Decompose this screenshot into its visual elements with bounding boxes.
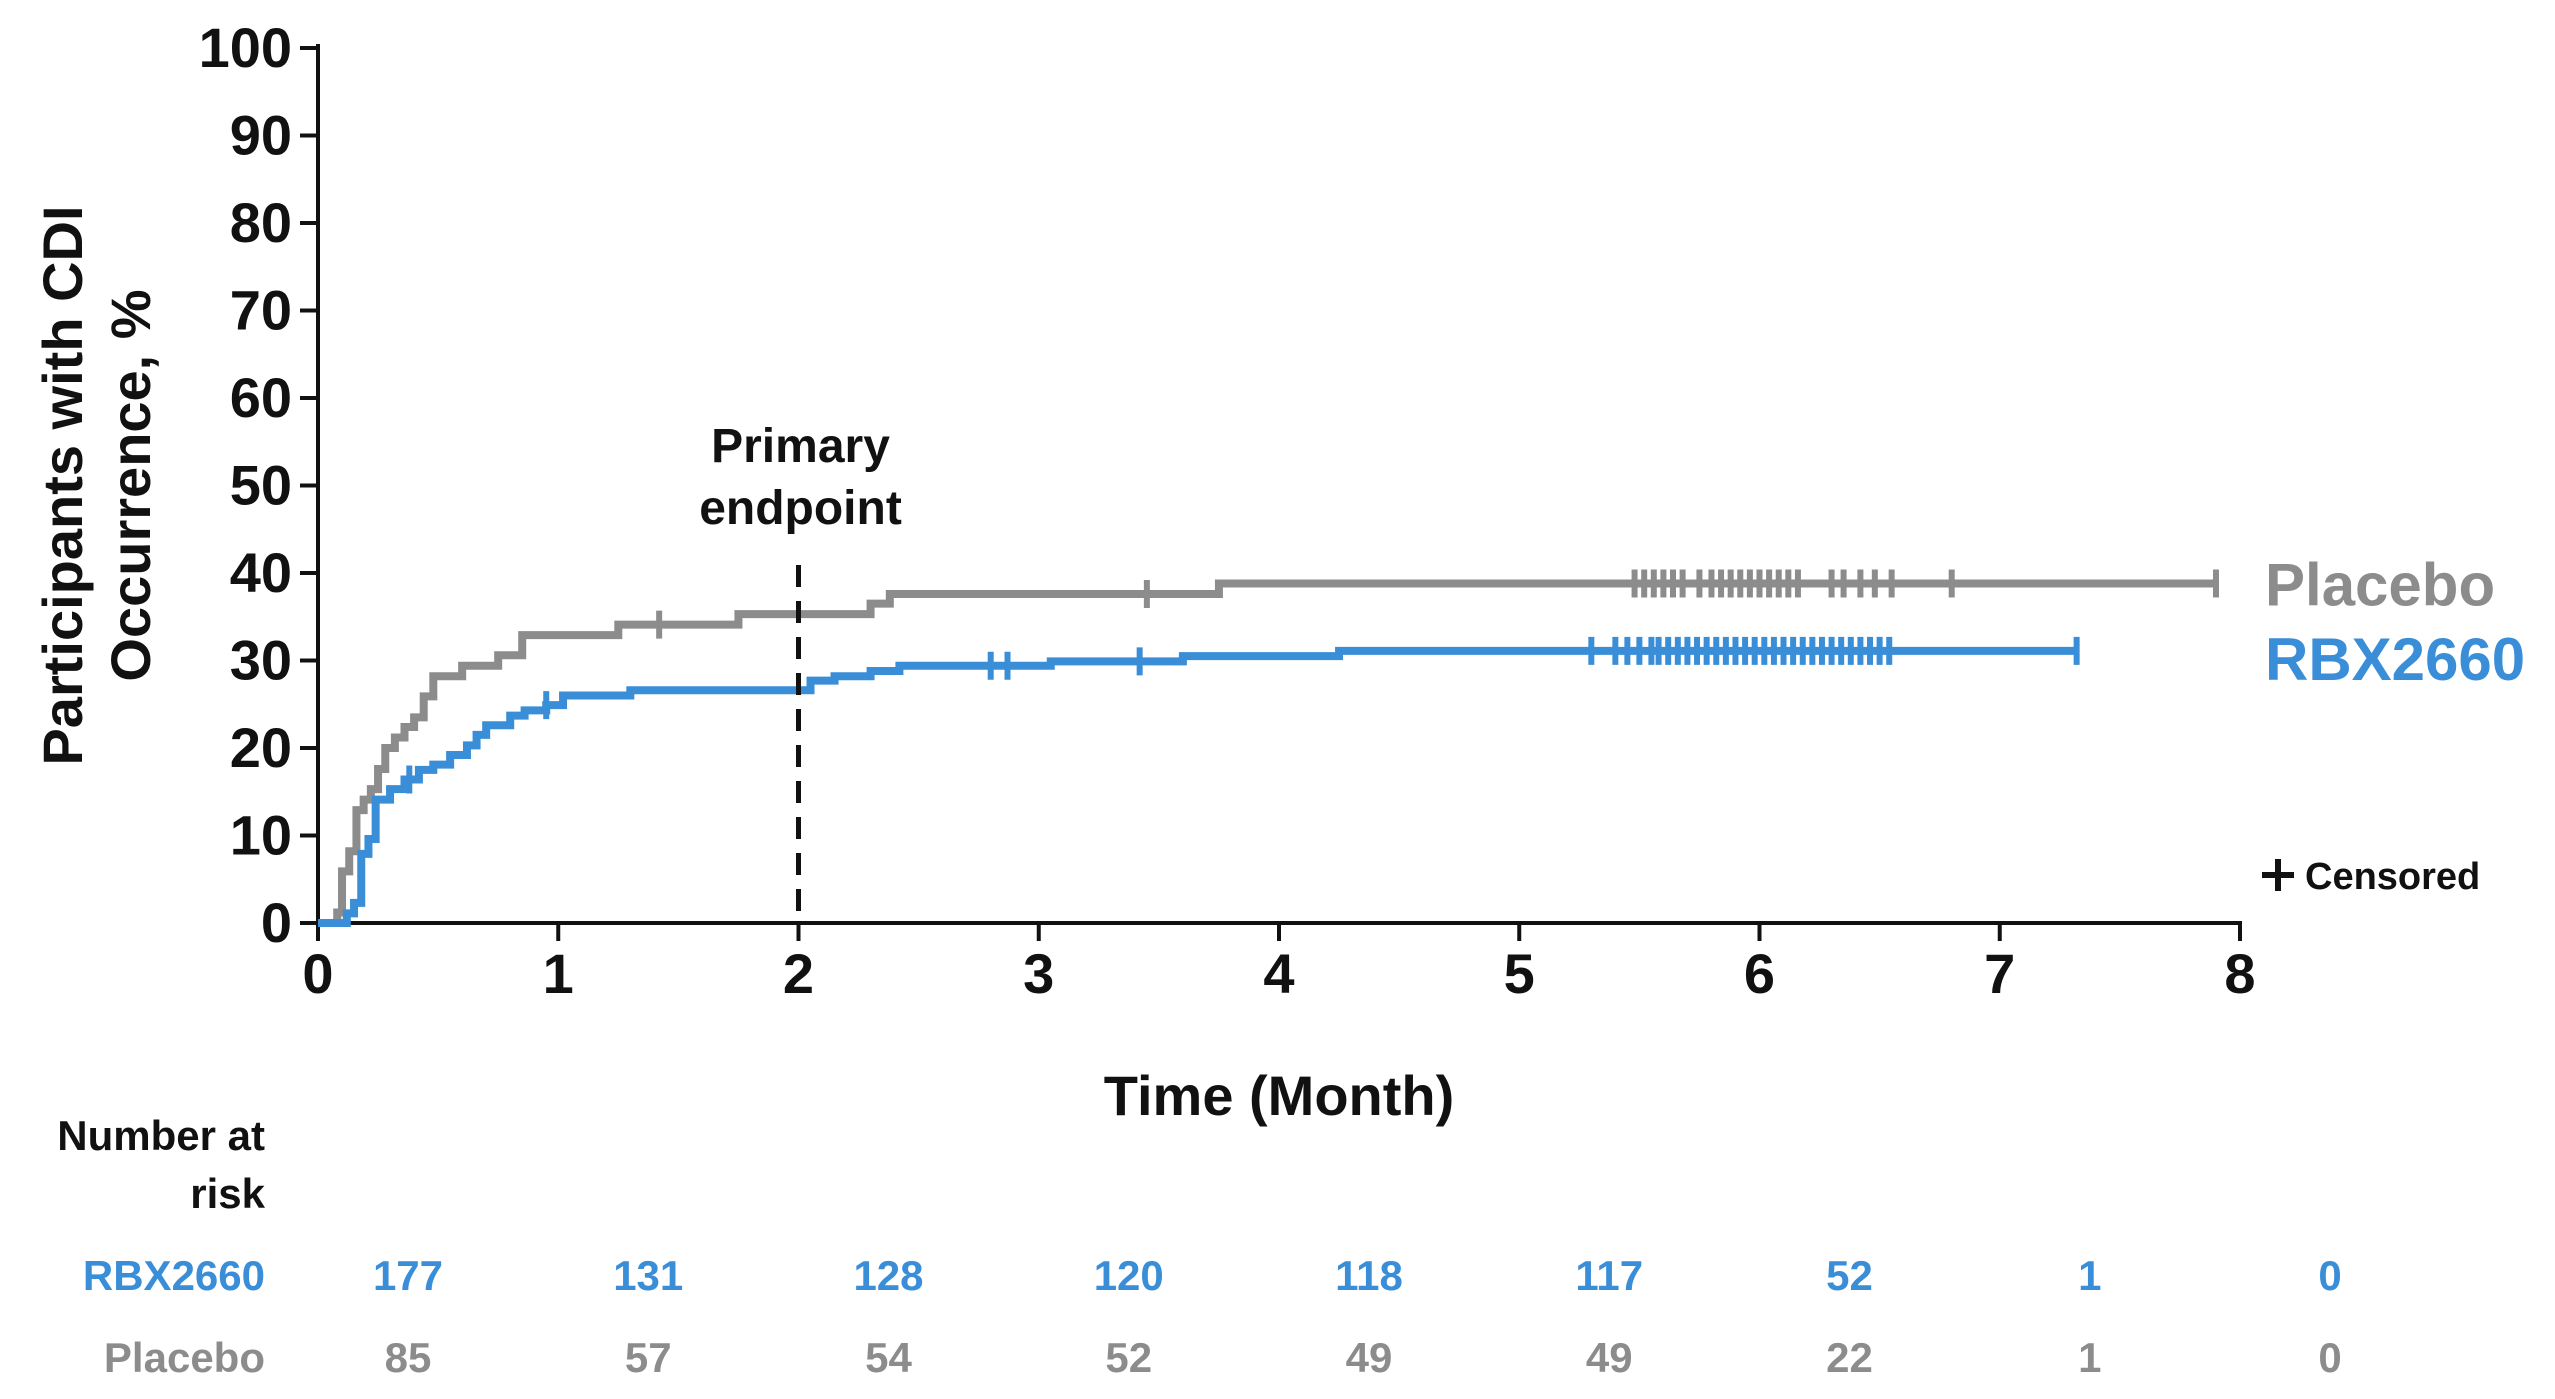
x-axis-title: Time (Month): [1104, 1064, 1454, 1127]
series-label-rbx2660: RBX2660: [2265, 626, 2525, 693]
y-tick-label: 30: [230, 629, 292, 692]
y-tick-label: 80: [230, 191, 292, 254]
x-tick-label: 7: [1984, 942, 2015, 1005]
series-line-placebo: [318, 579, 2216, 927]
series-layer: [318, 569, 2219, 927]
x-tick-label: 8: [2224, 942, 2255, 1005]
risk-value: 54: [865, 1334, 912, 1381]
risk-value: 57: [625, 1334, 672, 1381]
y-tick-label: 60: [230, 366, 292, 429]
risk-value: 177: [373, 1252, 443, 1299]
risk-value: 85: [385, 1334, 432, 1381]
risk-value: 118: [1335, 1252, 1403, 1299]
risk-value: 49: [1346, 1334, 1393, 1381]
risk-value: 117: [1575, 1252, 1643, 1299]
y-tick-label: 0: [261, 891, 292, 954]
series-line-rbx2660: [318, 646, 2077, 927]
primary-endpoint-label: Primary endpoint: [699, 420, 902, 535]
risk-value: 0: [2318, 1252, 2341, 1299]
x-tick-label: 0: [302, 942, 333, 1005]
y-tick-label: 90: [230, 104, 292, 167]
series-placebo: [318, 569, 2219, 927]
x-tick-label: 1: [543, 942, 574, 1005]
y-axis-title: Participants with CDIOccurrence, %: [31, 205, 162, 765]
risk-row-label-placebo: Placebo: [104, 1334, 265, 1381]
y-tick-label: 50: [230, 454, 292, 517]
series-label-placebo: Placebo: [2265, 552, 2495, 619]
x-tick-label: 4: [1263, 942, 1294, 1005]
y-tick-label: 100: [199, 16, 292, 79]
x-tick-label: 3: [1023, 942, 1054, 1005]
x-tick-label: 2: [783, 942, 814, 1005]
risk-value: 128: [853, 1252, 923, 1299]
risk-value: 22: [1826, 1334, 1873, 1381]
risk-row-label-rbx2660: RBX2660: [83, 1252, 265, 1299]
risk-value: 120: [1094, 1252, 1164, 1299]
risk-value: 1: [2078, 1252, 2101, 1299]
risk-value: 52: [1105, 1334, 1152, 1381]
risk-value: 49: [1586, 1334, 1633, 1381]
y-tick-label: 10: [230, 804, 292, 867]
risk-table-heading: Number at risk: [57, 1112, 265, 1217]
axes: 0 10 20 30 40 50 60 70 80 90 100 0 1 2 3 4 5 6 7 8 Time (Mon…: [31, 16, 2256, 1127]
x-tick-label: 6: [1744, 942, 1775, 1005]
y-tick-label: 70: [230, 279, 292, 342]
labels-layer: Primary endpoint Placebo RBX2660 Censored: [699, 420, 2525, 923]
risk-value: 131: [613, 1252, 683, 1299]
censored-legend-label: Censored: [2305, 856, 2480, 898]
y-tick-label: 40: [230, 541, 292, 604]
x-tick-label: 5: [1504, 942, 1535, 1005]
risk-value: 0: [2318, 1334, 2341, 1381]
series-rbx2660: [318, 636, 2080, 927]
risk-value: 1: [2078, 1334, 2101, 1381]
risk-table: Number at risk RBX2660 177 131 128 120 118 117 52…: [57, 1112, 2341, 1381]
y-tick-label: 20: [230, 716, 292, 779]
risk-value: 52: [1826, 1252, 1873, 1299]
